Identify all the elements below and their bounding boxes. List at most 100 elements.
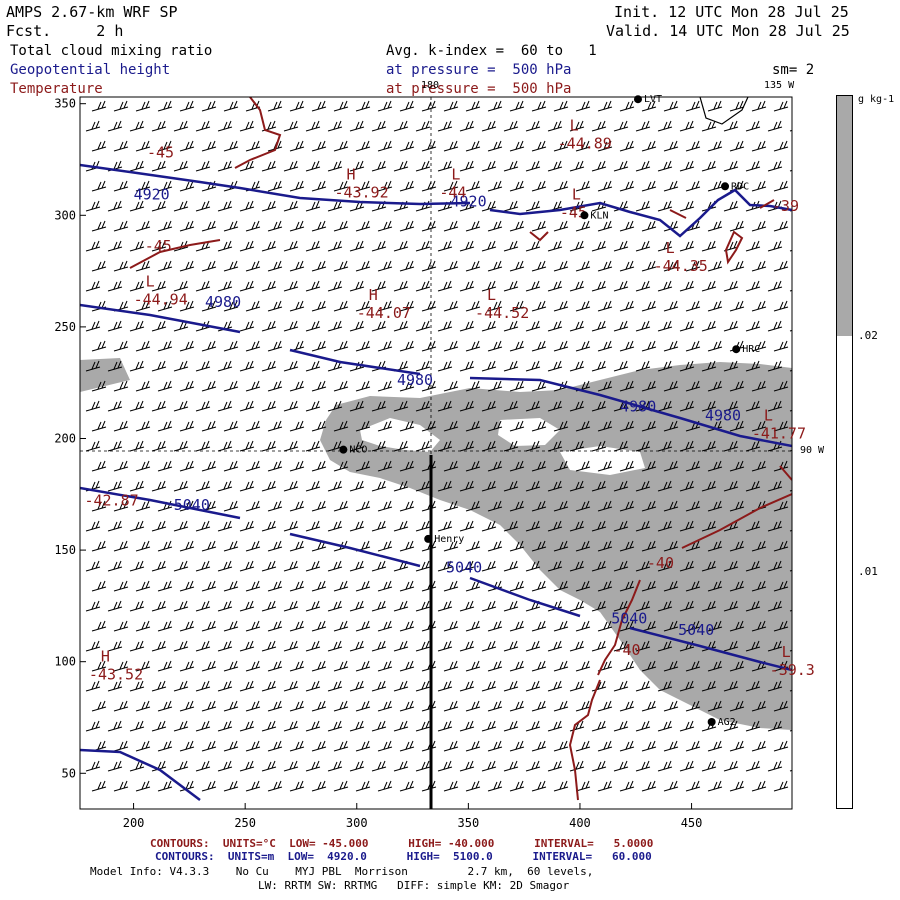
wind-barb — [773, 260, 789, 272]
wind-barb — [311, 740, 327, 752]
wind-barb — [135, 740, 151, 752]
wind-barb — [113, 780, 129, 792]
wind-barb — [151, 440, 167, 452]
wind-barb — [399, 100, 415, 112]
wind-barb — [283, 720, 299, 732]
wind-barb — [91, 660, 107, 672]
wind-barb — [157, 780, 173, 792]
wind-barb — [685, 740, 701, 752]
wind-barb — [415, 200, 431, 212]
wind-barb — [707, 180, 723, 192]
wind-barb — [179, 180, 195, 192]
colorbar-unit: g kg-1 — [858, 94, 895, 105]
wind-barb — [591, 600, 607, 612]
wind-barb — [481, 680, 497, 692]
wind-barb — [91, 420, 107, 432]
wind-barb — [591, 680, 607, 692]
wind-barb — [531, 460, 547, 472]
wind-barb — [487, 660, 503, 672]
wind-barb — [245, 780, 261, 792]
wind-barb — [355, 660, 371, 672]
wind-barb — [679, 520, 695, 532]
wind-barb — [575, 780, 591, 792]
wind-barb — [751, 180, 767, 192]
wind-barb — [261, 440, 277, 452]
wind-barb — [399, 500, 415, 512]
wind-barb — [91, 540, 107, 552]
y-tick-label: 300 — [54, 208, 76, 222]
wind-barb — [443, 540, 459, 552]
wind-barb — [657, 720, 673, 732]
wind-barb — [597, 740, 613, 752]
wind-barb — [399, 140, 415, 152]
wind-barb — [657, 160, 673, 172]
wind-barb — [701, 240, 717, 252]
wind-barb — [773, 780, 789, 792]
wind-barb — [91, 140, 107, 152]
wind-barb — [553, 420, 569, 432]
wind-barb — [487, 700, 503, 712]
wind-barb — [531, 740, 547, 752]
wind-barb — [745, 720, 761, 732]
wind-barb — [421, 700, 437, 712]
extremum-value: -42.87 — [84, 492, 138, 510]
wind-barb — [685, 700, 701, 712]
wind-barb — [443, 460, 459, 472]
wind-barb — [245, 740, 261, 752]
wind-barb — [261, 560, 277, 572]
wind-barb — [223, 620, 239, 632]
wind-barb — [531, 220, 547, 232]
wind-barb — [525, 240, 541, 252]
wind-barb — [223, 660, 239, 672]
wind-barb — [91, 620, 107, 632]
wind-barb — [459, 680, 475, 692]
wind-barb — [393, 160, 409, 172]
wind-barb — [223, 420, 239, 432]
wind-barb — [107, 200, 123, 212]
wind-barb — [113, 700, 129, 712]
wind-barb — [569, 320, 585, 332]
wind-barb — [679, 600, 695, 612]
wind-barb — [333, 100, 349, 112]
wind-barb — [377, 260, 393, 272]
wind-barb — [267, 340, 283, 352]
wind-barb — [399, 700, 415, 712]
wind-barb — [685, 460, 701, 472]
wind-barb — [151, 200, 167, 212]
wind-barb — [531, 260, 547, 272]
wind-barb — [267, 380, 283, 392]
wind-barb — [421, 180, 437, 192]
wind-barb — [701, 280, 717, 292]
wind-barb — [619, 180, 635, 192]
wind-barb — [223, 700, 239, 712]
wind-barb — [685, 620, 701, 632]
wind-barb — [569, 760, 585, 772]
wind-barb — [657, 280, 673, 292]
wind-barb — [239, 560, 255, 572]
wind-barb — [591, 760, 607, 772]
wind-barb — [767, 360, 783, 372]
wind-barb — [796, 261, 810, 271]
wind-barb — [465, 140, 481, 152]
wind-barb — [217, 440, 233, 452]
wind-barb — [371, 320, 387, 332]
wind-barb — [745, 600, 761, 612]
wind-barb — [767, 160, 783, 172]
wind-barb — [487, 300, 503, 312]
wind-barb — [179, 460, 195, 472]
wind-barb — [371, 240, 387, 252]
wind-barb — [261, 680, 277, 692]
wind-barb — [525, 200, 541, 212]
wind-barb — [311, 140, 327, 152]
wind-barb — [641, 300, 657, 312]
wind-barb — [157, 420, 173, 432]
wind-barb — [685, 300, 701, 312]
wind-barb — [91, 380, 107, 392]
wind-barb — [569, 160, 585, 172]
wind-barb — [327, 440, 343, 452]
wind-barb — [129, 520, 145, 532]
wind-barb — [333, 260, 349, 272]
wind-barb — [657, 680, 673, 692]
wind-barb — [729, 380, 745, 392]
